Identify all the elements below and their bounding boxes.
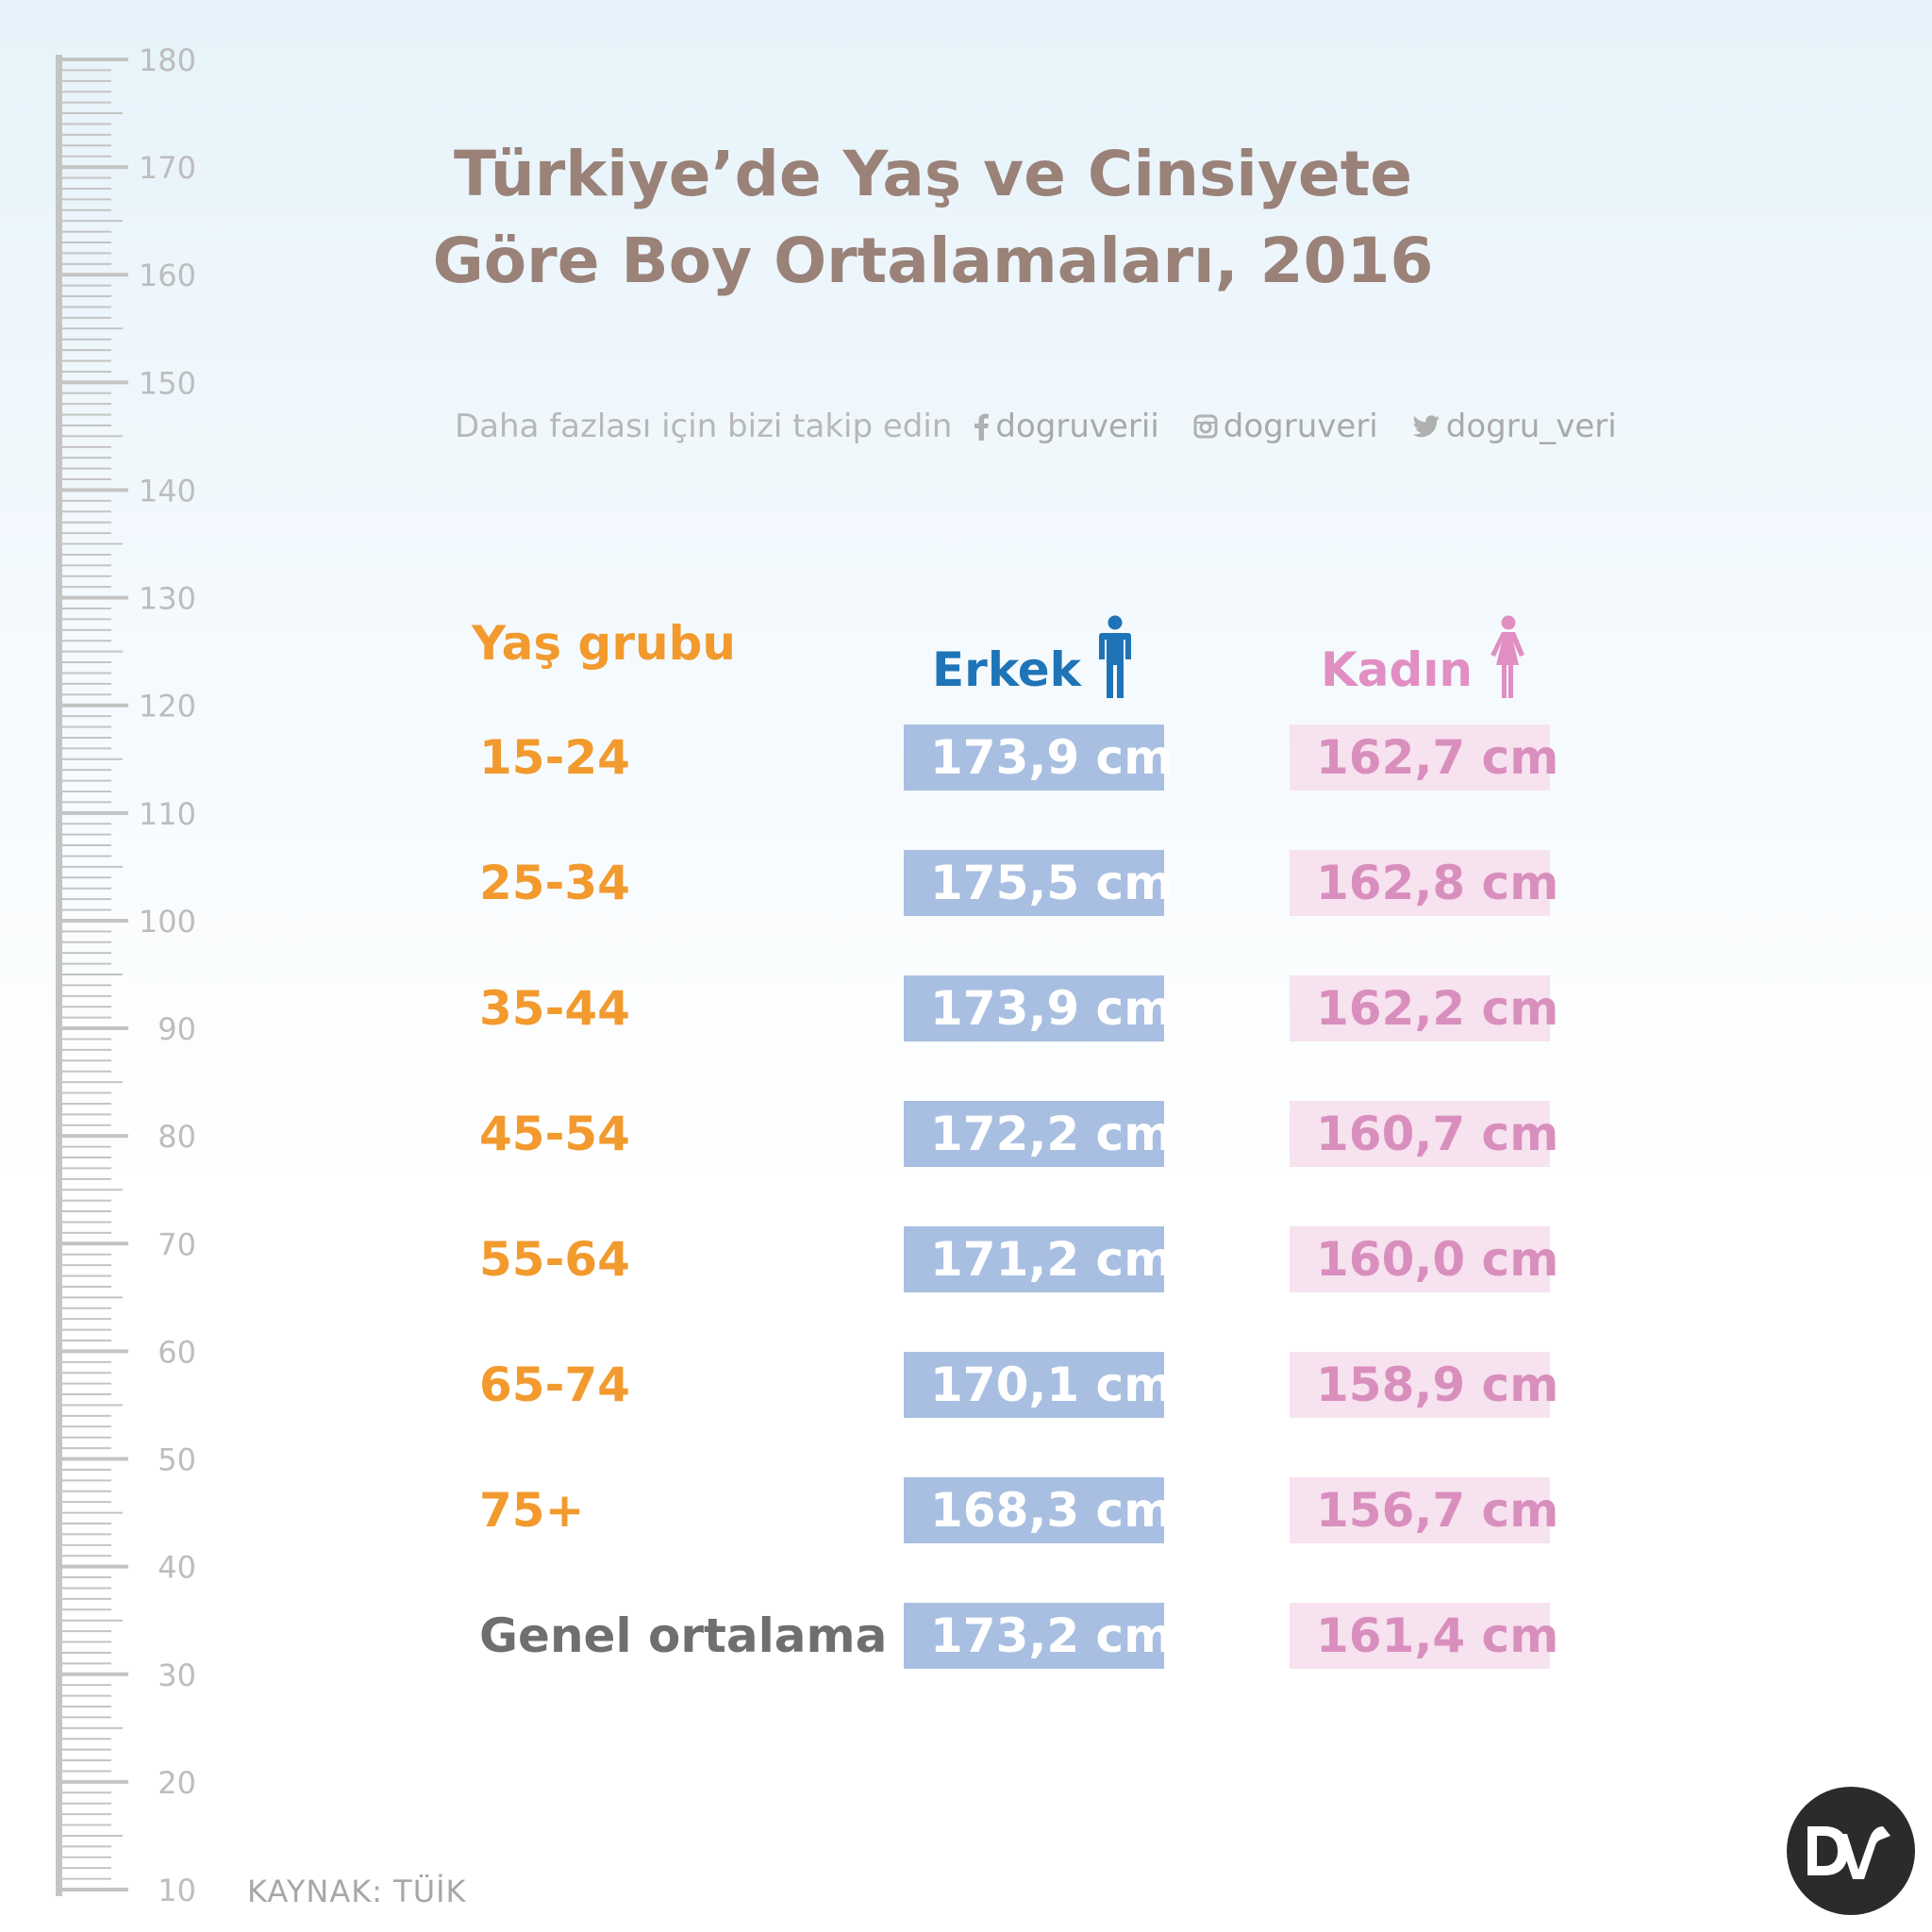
table-row: 55-64 171,2 cm 160,0 cm (0, 1226, 1932, 1292)
age-group-label: 25-34 (479, 856, 630, 910)
ruler-tick-label: 180 (139, 42, 196, 78)
page-title-line1: Türkiye’de Yaş ve Cinsiyete (454, 138, 1412, 210)
ruler-tick-label: 20 (158, 1765, 196, 1801)
ruler-tick-label: 60 (158, 1334, 196, 1370)
ruler-tick-label: 120 (139, 689, 196, 724)
ruler-tick-label: 160 (139, 258, 196, 293)
male-height-cell: 173,9 cm (904, 724, 1173, 791)
ruler-tick-label: 70 (158, 1226, 196, 1262)
header-male: Erkek (932, 615, 1134, 698)
facebook-link[interactable]: dogruverii (973, 408, 1159, 445)
table-row: 65-74 170,1 cm 158,9 cm (0, 1352, 1932, 1418)
dv-logo (1787, 1787, 1915, 1915)
female-height-cell: 162,8 cm (1290, 850, 1558, 916)
facebook-icon (974, 413, 990, 441)
ruler-tick-label: 140 (139, 473, 196, 508)
male-height-cell: 173,9 cm (904, 975, 1173, 1041)
age-group-label: Genel ortalama (479, 1608, 888, 1663)
female-height-cell: 156,7 cm (1290, 1477, 1558, 1543)
female-height-cell: 158,9 cm (1290, 1352, 1558, 1418)
follow-text: Daha fazlası için bizi takip edin (455, 408, 953, 445)
twitter-link[interactable]: dogru_veri (1412, 408, 1617, 445)
female-height-cell: 161,4 cm (1290, 1603, 1558, 1669)
header-female-label: Kadın (1321, 642, 1474, 697)
ruler-tick-label: 40 (158, 1550, 196, 1586)
male-person-icon (1098, 615, 1131, 698)
header-male-label: Erkek (932, 642, 1081, 697)
table-row: 45-54 172,2 cm 160,7 cm (0, 1101, 1932, 1167)
instagram-link[interactable]: dogruveri (1193, 408, 1378, 445)
ruler-tick-label: 30 (158, 1657, 196, 1693)
male-height-cell: 175,5 cm (904, 850, 1173, 916)
facebook-handle: dogruverii (995, 408, 1159, 445)
follow-bar: Daha fazlası için bizi takip edin dogruv… (455, 406, 1617, 447)
age-group-label: 35-44 (479, 981, 630, 1036)
ruler-tick-label: 80 (158, 1119, 196, 1155)
ruler-tick-label: 150 (139, 365, 196, 401)
twitter-handle: dogru_veri (1445, 408, 1617, 445)
table-row: 75+ 168,3 cm 156,7 cm (0, 1477, 1932, 1543)
ruler-tick-label: 130 (139, 581, 196, 617)
instagram-icon (1193, 414, 1218, 439)
source-note: KAYNAK: TÜİK (247, 1874, 467, 1909)
table-row: 35-44 173,9 cm 162,2 cm (0, 975, 1932, 1041)
male-height-cell: 168,3 cm (904, 1477, 1173, 1543)
table-row: 25-34 175,5 cm 162,8 cm (0, 850, 1932, 916)
twitter-icon (1412, 415, 1440, 438)
ruler-tick-label: 10 (158, 1873, 196, 1908)
ruler-tick-label: 50 (158, 1442, 196, 1478)
female-person-icon (1491, 615, 1525, 698)
ruler-tick-label: 100 (139, 904, 196, 940)
female-height-cell: 160,0 cm (1290, 1226, 1558, 1292)
ruler-tick-label: 170 (139, 150, 196, 186)
male-height-cell: 171,2 cm (904, 1226, 1173, 1292)
ruler-tick-label: 110 (139, 796, 196, 832)
age-group-label: 75+ (479, 1483, 585, 1538)
ruler-tick-label: 90 (158, 1011, 196, 1047)
header-age-group: Yaş grubu (472, 616, 736, 671)
ruler-spine (56, 55, 62, 1896)
female-height-cell: 162,7 cm (1290, 724, 1558, 791)
age-group-label: 55-64 (479, 1232, 630, 1287)
table-row: Genel ortalama 173,2 cm 161,4 cm (0, 1603, 1932, 1669)
age-group-label: 15-24 (479, 730, 630, 785)
instagram-handle: dogruveri (1223, 408, 1378, 445)
height-ruler: 10 20 30 40 50 60 70 80 90 100 110 120 130 140 150 160 1… (56, 42, 196, 1908)
table-row: 15-24 173,9 cm 162,7 cm (0, 724, 1932, 791)
female-height-cell: 160,7 cm (1290, 1101, 1558, 1167)
age-group-label: 65-74 (479, 1357, 630, 1412)
male-height-cell: 170,1 cm (904, 1352, 1173, 1418)
page-title-line2: Göre Boy Ortalamaları, 2016 (432, 225, 1434, 297)
header-female: Kadın (1321, 615, 1529, 698)
male-height-cell: 173,2 cm (904, 1603, 1173, 1669)
age-group-label: 45-54 (479, 1107, 630, 1161)
male-height-cell: 172,2 cm (904, 1101, 1173, 1167)
female-height-cell: 162,2 cm (1290, 975, 1558, 1041)
